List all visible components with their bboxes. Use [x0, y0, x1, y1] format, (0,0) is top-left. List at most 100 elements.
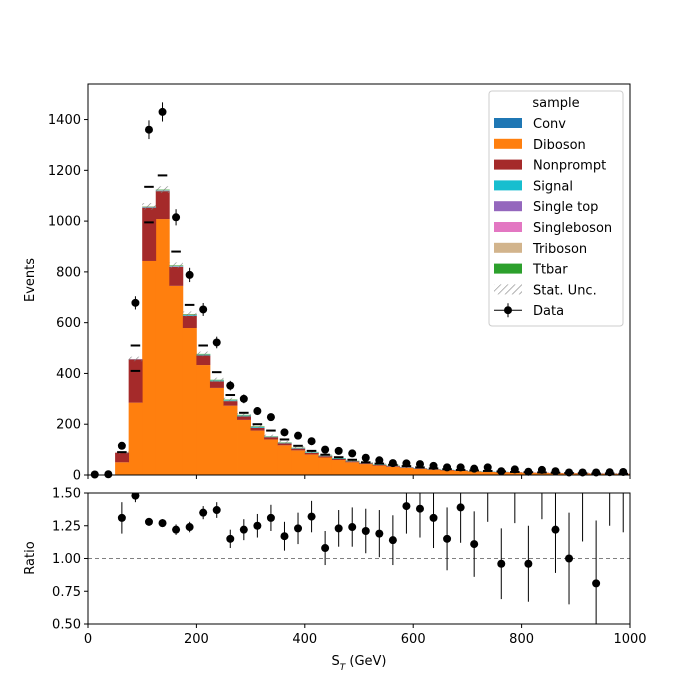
- ratio-point: [253, 521, 262, 530]
- ratio-plot-area: [88, 493, 630, 624]
- bar-nonprompt: [250, 427, 265, 431]
- bar-nonprompt: [169, 266, 184, 286]
- stat-unc-bin: [237, 413, 251, 417]
- x-tick-label: 0: [84, 632, 92, 647]
- legend-swatch: [494, 118, 522, 128]
- stat-unc-bin: [209, 377, 224, 382]
- legend-swatch: [494, 159, 522, 170]
- data-point: [104, 470, 113, 479]
- data-point: [524, 467, 533, 476]
- ratio-point: [185, 523, 194, 532]
- bar-diboson: [467, 471, 482, 475]
- ratio-y-tick-label: 0.75: [52, 585, 81, 600]
- legend-label: Signal: [533, 179, 573, 194]
- y-tick-label: 800: [56, 265, 81, 280]
- ratio-plot-frame: [87, 492, 631, 625]
- legend-label: Singleboson: [533, 221, 612, 236]
- data-point: [510, 465, 519, 474]
- data-point: [226, 381, 235, 390]
- legend-entry: Diboson: [494, 138, 586, 153]
- ratio-point: [321, 544, 330, 553]
- legend-label: Ttbar: [532, 263, 568, 278]
- data-point: [456, 463, 465, 472]
- x-tick-label: 200: [184, 632, 209, 647]
- y-tick-label: 600: [56, 316, 81, 331]
- data-point: [158, 107, 167, 116]
- bar-diboson: [115, 462, 130, 475]
- ratio-point: [524, 559, 533, 568]
- data-point: [565, 468, 574, 477]
- stat-unc-bin: [264, 434, 278, 438]
- bar-diboson: [359, 464, 373, 475]
- legend-label: Stat. Unc.: [533, 283, 597, 298]
- legend-swatch: [494, 263, 522, 274]
- data-point: [551, 467, 560, 476]
- bar-nonprompt: [128, 359, 143, 403]
- bar-diboson: [142, 260, 157, 475]
- bar-diboson: [399, 467, 414, 475]
- ratio-point: [117, 513, 126, 522]
- stat-unc-bin: [291, 446, 305, 449]
- data-point: [388, 459, 397, 468]
- bar-diboson: [169, 285, 184, 475]
- data-point: [334, 446, 343, 455]
- legend-entry: Stat. Unc.: [494, 283, 597, 298]
- x-tick-label: 800: [509, 632, 534, 647]
- legend-entry: Nonprompt: [494, 159, 606, 174]
- ratio-point: [456, 503, 465, 512]
- bar-diboson: [237, 419, 251, 475]
- bar-diboson: [345, 462, 360, 475]
- bar-diboson: [535, 472, 550, 475]
- legend-entry: Singleboson: [494, 221, 612, 236]
- ratio-point: [579, 482, 587, 490]
- bar-diboson: [250, 430, 265, 475]
- bar-diboson: [386, 466, 401, 475]
- data-point: [375, 456, 384, 465]
- stat-unc-bin: [223, 397, 238, 402]
- ratio-panel: 0.50 0.75 1.00 1.25 1.50 0 200 400 600 800 1000 R…: [23, 482, 647, 674]
- legend-entry: Conv: [494, 117, 566, 132]
- bar-diboson: [440, 470, 455, 475]
- stat-unc-bin: [142, 203, 156, 210]
- ratio-point: [294, 524, 303, 533]
- bar-diboson: [331, 460, 346, 475]
- ratio-point: [470, 540, 479, 549]
- bar-nonprompt: [142, 207, 157, 261]
- bar-nonprompt: [264, 437, 279, 440]
- bar-nonprompt: [115, 452, 130, 463]
- data-point: [185, 270, 194, 279]
- bar-nonprompt: [304, 452, 319, 455]
- main-y-axis: 0 200 400 600 800 1000 1200 1400: [48, 113, 88, 484]
- y-tick-label: 1400: [48, 113, 81, 128]
- data-point: [199, 305, 208, 314]
- legend-entry: Triboson: [494, 242, 587, 257]
- data-point: [605, 468, 614, 477]
- legend-label: Single top: [533, 200, 598, 215]
- ratio-point: [131, 493, 140, 500]
- legend-hatch: [494, 284, 522, 295]
- legend-title: sample: [532, 96, 579, 111]
- data-point: [144, 125, 153, 134]
- bar-diboson: [304, 454, 319, 475]
- bar-nonprompt: [331, 459, 346, 461]
- legend-label: Triboson: [532, 242, 587, 257]
- y-tick-label: 1000: [48, 215, 81, 230]
- ratio-point: [415, 504, 424, 513]
- bar-diboson: [182, 327, 197, 475]
- ratio-point: [402, 502, 411, 511]
- data-point: [90, 470, 99, 479]
- ratio-point: [334, 524, 343, 533]
- ratio-y-tick-label: 0.50: [52, 618, 81, 633]
- stat-unc-bin: [331, 457, 346, 460]
- legend-entry: Data: [494, 303, 564, 319]
- data-point: [280, 428, 289, 437]
- bar-nonprompt: [318, 456, 333, 458]
- data-point: [321, 445, 330, 454]
- legend-swatch: [494, 138, 522, 149]
- ratio-y-tick-label: 1.50: [52, 487, 81, 502]
- bar-diboson: [372, 465, 387, 475]
- x-tick-label: 1000: [613, 632, 646, 647]
- data-point: [578, 468, 587, 477]
- legend-entry: Ttbar: [494, 263, 568, 278]
